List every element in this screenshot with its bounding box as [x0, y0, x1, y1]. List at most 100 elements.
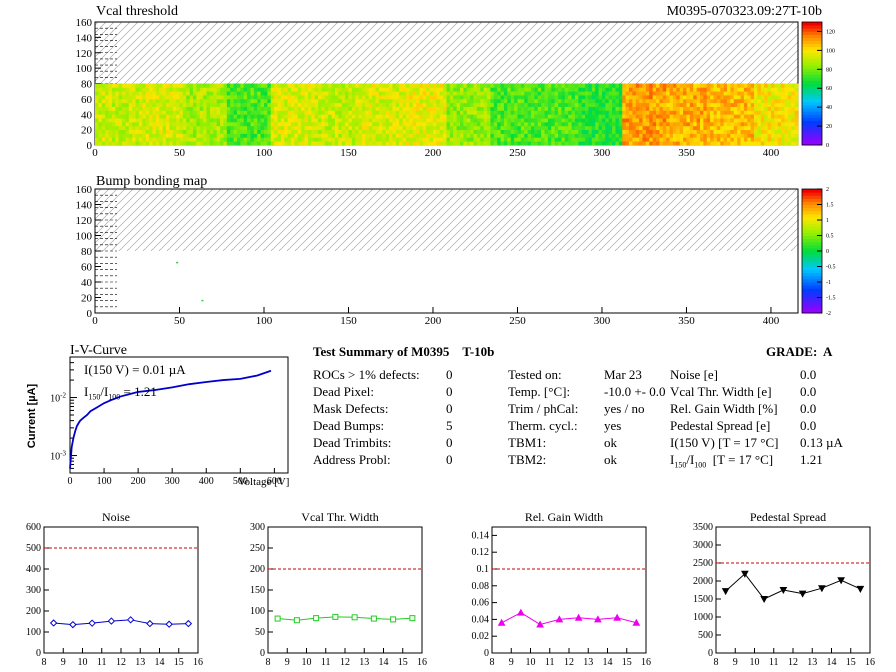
heatmap-cell	[240, 98, 245, 104]
heatmap-cell	[297, 87, 302, 92]
heatmap-cell	[399, 118, 403, 123]
heatmap-cell	[524, 83, 529, 88]
heatmap-cell	[696, 129, 701, 134]
heatmap-cell	[497, 137, 501, 142]
heatmap-cell	[199, 121, 204, 127]
heatmap-cell	[172, 133, 177, 138]
heatmap-cell	[230, 114, 234, 119]
heatmap-cell	[389, 98, 393, 104]
heatmap-cell	[703, 118, 708, 123]
heatmap-cell	[247, 125, 251, 131]
heatmap-cell	[507, 121, 512, 127]
heatmap-cell	[777, 133, 782, 138]
heatmap-cell	[737, 121, 741, 127]
heatmap-cell	[787, 91, 792, 96]
heatmap-cell	[659, 129, 664, 134]
heatmap-cell	[487, 125, 491, 131]
heatmap-cell	[243, 121, 248, 127]
heatmap-cell	[662, 91, 667, 96]
heatmap-cell	[365, 95, 370, 100]
heatmap-cell	[598, 133, 603, 138]
heatmap-cell	[605, 87, 610, 92]
heatmap-cell	[301, 91, 305, 96]
heatmap-cell	[213, 91, 218, 96]
heatmap-cell	[639, 129, 643, 134]
heatmap-cell	[189, 125, 194, 131]
heatmap-cell	[689, 118, 694, 123]
heatmap-cell	[453, 106, 458, 111]
heatmap-cell	[524, 114, 529, 119]
heatmap-cell	[727, 83, 731, 88]
heatmap-cell	[639, 98, 643, 104]
heatmap-cell	[165, 125, 170, 131]
heatmap-cell	[723, 129, 728, 134]
heatmap-cell	[490, 95, 495, 100]
heatmap-cell	[226, 83, 231, 88]
heatmap-cell	[247, 106, 251, 111]
heatmap-cell	[476, 91, 481, 96]
heatmap-cell	[480, 106, 485, 111]
heatmap-cell	[399, 98, 403, 104]
heatmap-cell	[787, 129, 792, 134]
heatmap-cell	[294, 91, 299, 96]
heatmap-cell	[510, 98, 515, 104]
heatmap-cell	[422, 95, 427, 100]
heatmap-cell	[696, 125, 701, 131]
heatmap-cell	[574, 106, 579, 111]
heatmap-cell	[706, 118, 711, 123]
palette-cell	[802, 43, 822, 48]
heatmap-cell	[727, 133, 731, 138]
heatmap-cell	[635, 114, 640, 119]
heatmap-cell	[345, 133, 349, 138]
heatmap-cell	[132, 91, 136, 96]
heatmap-cell	[422, 141, 427, 146]
heatmap-cell	[351, 110, 356, 115]
heatmap-cell	[443, 91, 447, 96]
heatmap-cell	[179, 83, 184, 88]
heatmap-cell	[615, 110, 620, 115]
heatmap-cell	[182, 91, 187, 96]
heatmap-cell	[213, 98, 218, 104]
heatmap-cell	[209, 83, 214, 88]
heatmap-cell	[710, 114, 714, 119]
heatmap-cell	[375, 83, 380, 88]
heatmap-cell	[95, 125, 99, 131]
heatmap-cell	[787, 102, 792, 107]
x-tick-label: 350	[678, 315, 695, 327]
heatmap-cell	[287, 129, 292, 134]
heatmap-cell	[656, 129, 660, 134]
heatmap-cell	[507, 141, 512, 146]
heatmap-cell	[422, 118, 427, 123]
heatmap-cell	[659, 87, 664, 92]
heatmap-cell	[767, 118, 772, 123]
summary-row: Rel. Gain Width [%] 0.0	[670, 401, 860, 417]
heatmap-cell	[199, 137, 204, 142]
heatmap-cell	[608, 141, 613, 146]
palette-cell	[802, 192, 822, 196]
heatmap-cell	[666, 141, 670, 146]
heatmap-cell	[520, 137, 525, 142]
heatmap-cell	[426, 95, 431, 100]
heatmap-cell	[750, 137, 755, 142]
heatmap-cell	[764, 87, 768, 92]
heatmap-cell	[172, 110, 177, 115]
heatmap-cell	[733, 129, 738, 134]
heatmap-cell	[142, 106, 147, 111]
heatmap-cell	[274, 133, 278, 138]
heatmap-cell	[541, 110, 545, 115]
heatmap-cell	[297, 125, 302, 131]
heatmap-cell	[422, 114, 427, 119]
heatmap-cell	[263, 125, 268, 131]
heatmap-cell	[395, 114, 400, 119]
x-tick-label: 15	[846, 657, 856, 668]
heatmap-cell	[355, 129, 360, 134]
heatmap-cell	[476, 106, 481, 111]
heatmap-cell	[612, 118, 616, 123]
heatmap-cell	[206, 102, 211, 107]
heatmap-cell	[108, 114, 113, 119]
heatmap-cell	[777, 141, 782, 146]
heatmap-cell	[304, 137, 309, 142]
heatmap-cell	[449, 87, 454, 92]
y-tick-label: 500	[26, 543, 41, 554]
heatmap-cell	[162, 125, 167, 131]
